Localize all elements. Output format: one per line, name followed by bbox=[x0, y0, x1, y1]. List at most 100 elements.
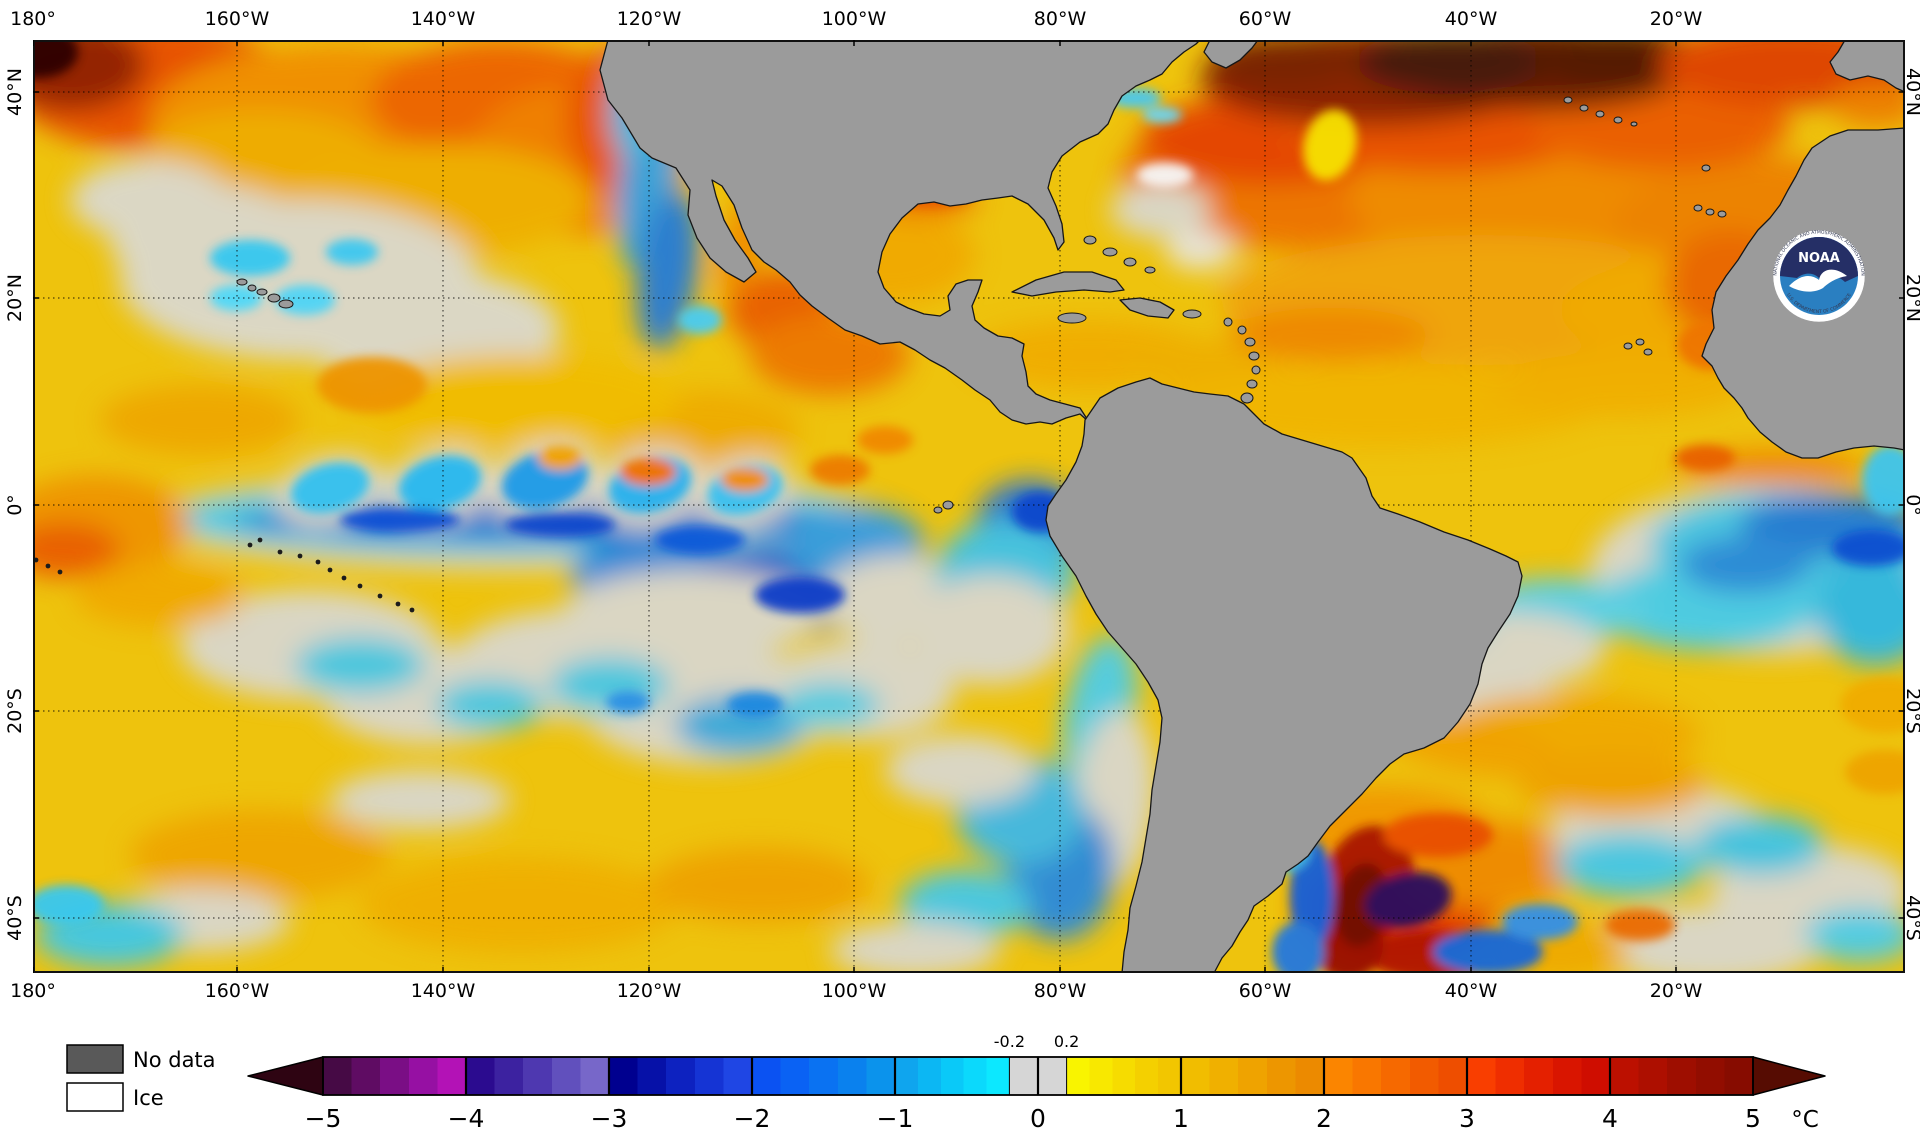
anomaly-blob bbox=[678, 306, 722, 334]
island bbox=[1635, 338, 1645, 346]
anomaly-blob bbox=[655, 526, 745, 554]
anomaly-blob bbox=[1517, 753, 1707, 817]
bottom-axis-label: 80°W bbox=[1033, 980, 1087, 1002]
left-axis-label: 20°N bbox=[4, 274, 26, 322]
bottom-axis-label: 20°W bbox=[1649, 980, 1703, 1002]
anomaly-blob bbox=[650, 847, 870, 923]
island bbox=[1251, 365, 1261, 375]
anomaly-blob bbox=[1335, 863, 1389, 947]
island-speck bbox=[327, 567, 333, 573]
top-axis-label: 100°W bbox=[821, 8, 887, 30]
land-mass bbox=[1119, 297, 1175, 319]
anomaly-blob bbox=[1383, 813, 1493, 857]
island bbox=[1717, 210, 1727, 218]
top-axis-label: 180° bbox=[10, 8, 56, 30]
top-axis-label: 20°W bbox=[1649, 8, 1703, 30]
colorbar-segment bbox=[609, 1057, 752, 1095]
anomaly-blob bbox=[857, 426, 913, 454]
colorbar-segment bbox=[1066, 1057, 1181, 1095]
anomaly-blob bbox=[1680, 537, 1810, 593]
island-speck bbox=[315, 559, 321, 565]
colorbar-tick-label: 2 bbox=[1316, 1104, 1332, 1133]
island bbox=[1237, 325, 1247, 335]
colorbar-tick-label: 5 bbox=[1745, 1104, 1761, 1133]
island-speck bbox=[45, 563, 51, 569]
map-canvas: NOAA NATIONAL OCEANIC AND ATMOSPHERIC ADM… bbox=[0, 20, 1920, 985]
island-specks bbox=[33, 537, 415, 613]
anomaly-blob bbox=[295, 637, 425, 693]
colorbar-segment bbox=[752, 1057, 895, 1095]
anomaly-blob bbox=[885, 735, 1035, 805]
colorbar-tick-label: −4 bbox=[448, 1104, 485, 1133]
island-speck bbox=[277, 549, 283, 555]
island-speck bbox=[57, 569, 63, 575]
island bbox=[1595, 110, 1605, 118]
anomaly-blob bbox=[130, 810, 390, 900]
anomaly-blob bbox=[326, 239, 378, 265]
island bbox=[1083, 235, 1097, 245]
no-data-swatch bbox=[66, 1044, 124, 1074]
island bbox=[1102, 247, 1118, 257]
neutral-band-label: -0.2 bbox=[994, 1032, 1025, 1051]
anomaly-blob bbox=[1110, 182, 1210, 238]
bottom-axis-label: 140°W bbox=[410, 980, 476, 1002]
anomaly-blob bbox=[1165, 230, 1235, 270]
anomaly-blob bbox=[606, 691, 650, 713]
anomaly-blob bbox=[340, 508, 460, 532]
island bbox=[1123, 257, 1137, 267]
anomaly-blob bbox=[290, 462, 370, 514]
island bbox=[1248, 351, 1260, 361]
island-speck bbox=[395, 601, 401, 607]
top-axis-label: 60°W bbox=[1238, 8, 1292, 30]
noaa-logo-sky bbox=[1780, 237, 1858, 282]
anomaly-blob bbox=[10, 522, 120, 578]
anomaly-blob bbox=[1605, 909, 1675, 941]
island bbox=[942, 500, 954, 510]
anomaly-blob bbox=[435, 680, 545, 730]
anomaly-blob bbox=[910, 575, 1070, 685]
anomaly-blob bbox=[1160, 363, 1600, 447]
left-axis-label: 40°S bbox=[4, 895, 26, 941]
anomaly-blob bbox=[1230, 308, 1430, 362]
island bbox=[1057, 312, 1087, 324]
anomaly-blob bbox=[900, 870, 1030, 940]
anomaly-blob bbox=[360, 857, 680, 953]
bottom-axis-label: 100°W bbox=[821, 980, 887, 1002]
left-axis-label: 0° bbox=[4, 494, 26, 516]
noaa-gull-icon bbox=[1789, 269, 1847, 292]
island bbox=[1182, 309, 1202, 319]
anomaly-blob bbox=[538, 446, 582, 470]
no-data-label: No data bbox=[133, 1048, 216, 1072]
top-axis-label: 160°W bbox=[204, 8, 270, 30]
anomaly-blob bbox=[100, 385, 300, 455]
island bbox=[1223, 317, 1233, 327]
anomaly-blob bbox=[1303, 109, 1357, 181]
anomaly-blob bbox=[721, 468, 769, 492]
anomaly-blob bbox=[1815, 555, 1920, 665]
island bbox=[1144, 266, 1156, 274]
anomaly-blob bbox=[398, 455, 482, 511]
land-mass bbox=[599, 39, 1201, 425]
anomaly-blob bbox=[210, 240, 290, 276]
colorbar-arrow-left bbox=[247, 1056, 324, 1096]
ice-label: Ice bbox=[133, 1086, 164, 1110]
colorbar-tick-label: 1 bbox=[1173, 1104, 1189, 1133]
colorbar-segment bbox=[1467, 1057, 1610, 1095]
bottom-axis-label: 40°W bbox=[1444, 980, 1498, 1002]
anomaly-blob bbox=[1555, 833, 1705, 897]
island bbox=[1563, 96, 1573, 104]
anomaly-blob bbox=[28, 885, 104, 925]
anomaly-blob bbox=[1832, 530, 1912, 566]
colorbar-tick-label: 4 bbox=[1602, 1104, 1618, 1133]
colorbar-tick-label: −5 bbox=[305, 1104, 342, 1133]
noaa-logo-acronym: NOAA bbox=[1798, 251, 1840, 266]
anomaly-blob bbox=[1502, 904, 1578, 940]
island-speck bbox=[377, 593, 383, 599]
right-axis-label: 40°N bbox=[1902, 68, 1920, 116]
island-speck bbox=[341, 575, 347, 581]
island bbox=[933, 506, 943, 514]
island bbox=[1693, 204, 1703, 212]
